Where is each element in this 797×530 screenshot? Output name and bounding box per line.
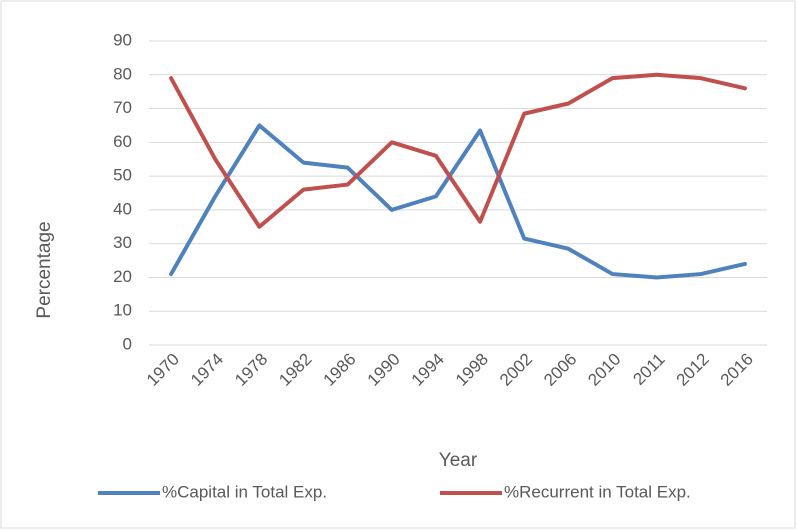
- y-axis-label: Percentage: [34, 221, 55, 318]
- x-axis-label: Year: [439, 450, 478, 471]
- y-tick-label: 60: [113, 132, 132, 151]
- y-tick-label: 30: [113, 233, 132, 252]
- y-tick-label: 0: [123, 334, 132, 353]
- y-tick-label: 20: [113, 267, 132, 286]
- y-tick-label: 50: [113, 166, 132, 185]
- y-tick-label: 70: [113, 98, 132, 117]
- legend-label: %Recurrent in Total Exp.: [504, 482, 691, 501]
- y-tick-label: 90: [113, 30, 132, 49]
- series-line: [169, 123, 747, 280]
- y-tick-label: 10: [113, 301, 132, 320]
- series-line: [169, 72, 747, 229]
- legend-label: %Capital in Total Exp.: [162, 482, 327, 501]
- y-tick-label: 80: [113, 64, 132, 83]
- y-tick-label: 40: [113, 199, 132, 218]
